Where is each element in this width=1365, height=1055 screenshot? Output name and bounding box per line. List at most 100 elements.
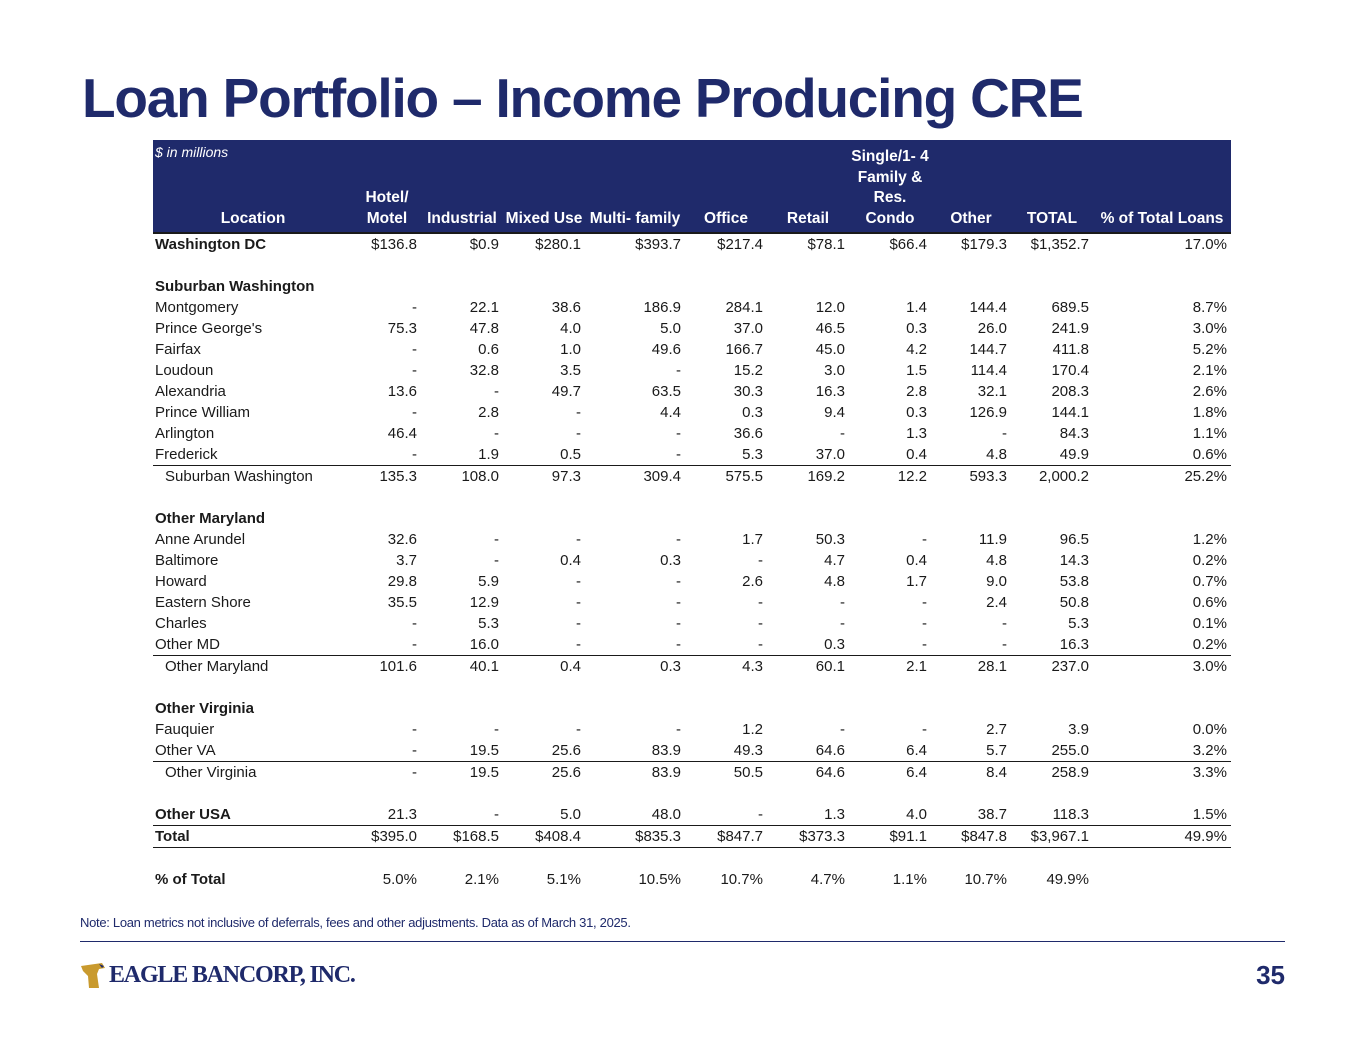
row-label: Eastern Shore [155,594,251,611]
table-row: Baltimore 3.7 - 0.4 0.3 - 4.7 0.4 4.8 14.3 0.2% [153,550,1231,571]
value-cell: - [412,362,417,379]
value-cell: 12.9 [469,594,499,611]
value-cell: 97.3 [503,465,585,487]
page-title: Loan Portfolio – Income Producing CRE [82,67,1084,129]
value-cell: 0.4 [906,446,927,463]
value-cell: 5.0 [660,320,681,337]
value-cell: 9.4 [824,404,845,421]
section-title: Other Maryland [155,510,266,527]
value-cell: 1.3 [824,806,845,823]
value-cell: 1.4 [906,299,927,316]
value-cell: $66.4 [889,236,927,253]
value-cell: 0.3 [585,655,685,677]
value-cell: 96.5 [1059,531,1089,548]
spacer-row [153,487,1231,508]
value-cell: 10.7% [964,871,1007,888]
table-body: Washington DC $136.8 $0.9 $280.1 $393.7 $217.… [153,233,1231,890]
value-cell: 0.4 [560,552,581,569]
value-cell: $91.1 [849,825,931,848]
value-cell: 40.1 [421,655,503,677]
value-cell: 5.0 [560,806,581,823]
value-cell: 19.5 [469,742,499,759]
row-label: Arlington [155,425,215,442]
value-cell: 11.9 [978,531,1007,548]
value-cell: - [412,299,417,316]
value-cell: - [676,594,681,611]
value-cell: 1.1% [1192,425,1227,442]
value-cell: - [922,615,927,632]
page-number: 35 [1256,960,1285,990]
value-cell: 126.9 [969,404,1007,421]
value-cell: 3.7 [396,552,417,569]
row-label: Other Virginia [153,761,353,783]
subtotal-row: Other Virginia -19.5 25.6 83.9 50.5 64.6 6.4 8.… [153,761,1231,783]
value-cell: 10.7% [720,871,763,888]
value-cell: 411.8 [1052,341,1089,358]
subtotal-row: Suburban Washington 135.3 108.0 97.3 309.4 57… [153,465,1231,487]
value-cell: 2.6 [742,573,763,590]
value-cell: 17.0% [1184,236,1227,253]
value-cell: 101.6 [353,655,421,677]
value-cell: 49.3 [733,742,763,759]
value-cell: 255.0 [1051,742,1089,759]
value-cell: $217.4 [717,236,763,253]
column-header: Other [931,140,1011,234]
column-header: Hotel/ Motel [353,140,421,234]
row-label: Prince George's [155,320,263,337]
value-cell: 166.7 [725,341,763,358]
value-cell: 37.0 [815,446,845,463]
table-row: Alexandria 13.6 - 49.7 63.5 30.3 16.3 2.8 32.1 20… [153,381,1231,402]
value-cell: 4.2 [906,341,927,358]
value-cell: 8.7% [1192,299,1227,316]
value-cell: 47.8 [469,320,499,337]
table-row: Washington DC $136.8 $0.9 $280.1 $393.7 $217.… [153,233,1231,255]
value-cell: - [412,636,417,653]
value-cell: 108.0 [421,465,503,487]
value-cell: 135.3 [353,465,421,487]
value-cell: - [576,425,581,442]
row-label: Prince William [155,404,251,421]
loan-portfolio-table-container: $ in millions Location Hotel/ Motel Industr… [153,140,1231,890]
value-cell: 2.8 [906,383,927,400]
value-cell: - [840,615,845,632]
value-cell: 16.3 [815,383,845,400]
row-label: Other USA [155,806,231,823]
value-cell: 60.1 [767,655,849,677]
value-cell: - [1002,615,1007,632]
value-cell: 0.6 [478,341,499,358]
value-cell: 3.0 [824,362,845,379]
table-row: Other VA - 19.5 25.6 83.9 49.3 64.6 6.4 5.7 255.0… [153,740,1231,762]
value-cell: 0.4 [906,552,927,569]
value-cell: 16.3 [1059,636,1089,653]
table-header-row: $ in millions Location Hotel/ Motel Industr… [153,140,1231,234]
value-cell: 208.3 [1051,383,1089,400]
value-cell: 5.3 [1068,615,1089,632]
value-cell: 4.8 [986,446,1007,463]
value-cell: 0.3 [824,636,845,653]
value-cell: $1,352.7 [1030,236,1089,253]
value-cell: 258.9 [1011,761,1093,783]
value-cell: 4.7 [824,552,845,569]
value-cell: 3.0% [1093,655,1231,677]
value-cell: - [1002,636,1007,653]
value-cell: 12.2 [849,465,931,487]
value-cell: - [576,531,581,548]
value-cell: 0.7% [1192,573,1227,590]
value-cell: 25.6 [551,742,581,759]
value-cell: 37.0 [733,320,763,337]
value-cell: 0.5 [560,446,581,463]
value-cell: 49.6 [651,341,681,358]
row-label: Other MD [155,636,221,653]
value-cell: 1.0 [560,341,581,358]
value-cell: - [922,531,927,548]
value-cell: - [412,615,417,632]
table-row: Prince William - 2.8 - 4.4 0.3 9.4 0.3 126.9 144.… [153,402,1231,423]
value-cell: 4.3 [685,655,767,677]
spacer-cell [153,487,1231,508]
value-cell: 8.4 [931,761,1011,783]
spacer-cell [153,783,1231,804]
value-cell: 144.7 [969,341,1007,358]
row-label: Charles [155,615,207,632]
row-label: Alexandria [155,383,226,400]
value-cell: - [676,446,681,463]
